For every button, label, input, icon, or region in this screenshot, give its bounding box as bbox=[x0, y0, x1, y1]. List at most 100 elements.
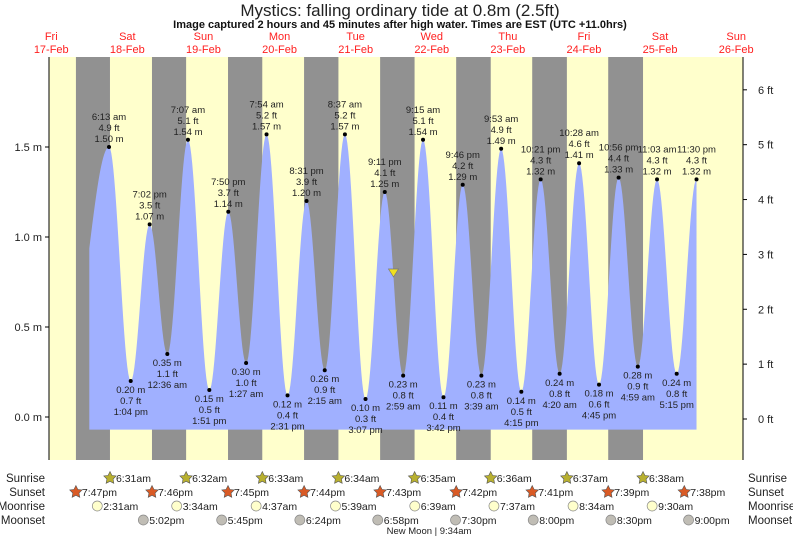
moonrise-time: 8:34am bbox=[579, 501, 614, 513]
low-tide-time: 4:20 am bbox=[542, 400, 576, 411]
sunset-star-icon bbox=[677, 484, 692, 498]
low-tide-time: 12:36 am bbox=[147, 380, 187, 391]
high-tide-m: 1.41 m bbox=[565, 150, 594, 161]
day-label-date: 24-Feb bbox=[567, 44, 602, 56]
day-label-date: 26-Feb bbox=[719, 44, 754, 56]
high-tide-point bbox=[147, 222, 152, 227]
high-tide-ft: 3.9 ft bbox=[296, 177, 317, 188]
low-tide-point bbox=[363, 397, 368, 401]
day-label-dow: Sun bbox=[726, 31, 746, 43]
moonset-row-label-right: Moonset bbox=[748, 515, 793, 527]
sunrise-star-icon bbox=[179, 470, 193, 484]
high-tide-time: 6:13 am bbox=[92, 112, 126, 123]
moonrise-moon-icon bbox=[488, 500, 500, 512]
high-tide-m: 1.50 m bbox=[94, 134, 123, 145]
moonrise-time: 7:37am bbox=[500, 501, 535, 513]
high-tide-ft: 5.1 ft bbox=[177, 116, 198, 127]
sunset-row-label-right: Sunset bbox=[748, 487, 785, 499]
high-tide-ft: 4.2 ft bbox=[452, 161, 473, 172]
day-label-dow: Sat bbox=[652, 31, 669, 43]
day-label-date: 18-Feb bbox=[110, 44, 145, 56]
moonrise-moon-icon bbox=[646, 500, 658, 512]
tide-fill bbox=[89, 134, 697, 430]
high-tide-time: 11:03 am bbox=[638, 144, 677, 155]
high-tide-m: 1.29 m bbox=[448, 172, 477, 183]
moonset-moon-icon bbox=[137, 514, 149, 526]
sunset-star-icon bbox=[525, 484, 540, 498]
low-tide-ft: 0.3 ft bbox=[355, 414, 376, 425]
high-tide-time: 7:07 am bbox=[171, 105, 205, 116]
high-tide-m: 1.57 m bbox=[330, 121, 359, 132]
day-label-dow: Sun bbox=[194, 31, 214, 43]
moonrise-moon-icon bbox=[567, 500, 579, 512]
low-tide-point bbox=[244, 361, 249, 365]
low-tide-point bbox=[519, 389, 524, 394]
day-label-dow: Fri bbox=[578, 31, 591, 43]
high-tide-ft: 4.1 ft bbox=[374, 168, 395, 179]
high-tide-ft: 4.9 ft bbox=[98, 123, 119, 134]
low-tide-m: 0.26 m bbox=[310, 374, 339, 385]
high-tide-ft: 4.6 ft bbox=[569, 139, 590, 150]
sunrise-row-label-left: Sunrise bbox=[6, 473, 45, 485]
moonrise-time: 9:30am bbox=[658, 501, 693, 513]
moonrise-moon-icon bbox=[91, 500, 103, 512]
low-tide-m: 0.23 m bbox=[389, 380, 418, 391]
low-tide-m: 0.30 m bbox=[232, 367, 261, 378]
low-tide-m: 0.20 m bbox=[116, 385, 145, 396]
day-label-date: 21-Feb bbox=[338, 44, 373, 56]
low-tide-ft: 1.1 ft bbox=[157, 369, 178, 380]
low-tide-point bbox=[479, 373, 484, 378]
high-tide-m: 1.54 m bbox=[173, 127, 202, 138]
sunrise-time: 6:38am bbox=[649, 473, 684, 485]
low-tide-point bbox=[165, 352, 170, 356]
high-tide-ft: 4.4 ft bbox=[608, 154, 629, 165]
low-tide-ft: 1.0 ft bbox=[236, 378, 257, 389]
low-tide-point bbox=[128, 379, 133, 383]
moonset-time: 6:58pm bbox=[384, 515, 419, 527]
low-tide-ft: 0.9 ft bbox=[314, 385, 335, 396]
high-tide-ft: 5.1 ft bbox=[412, 116, 433, 127]
sunrise-time: 6:37am bbox=[573, 473, 608, 485]
low-tide-point bbox=[401, 373, 406, 378]
moonrise-time: 3:34am bbox=[183, 501, 218, 513]
sunrise-time: 6:33am bbox=[268, 473, 303, 485]
low-tide-ft: 0.5 ft bbox=[511, 407, 532, 418]
high-tide-m: 1.32 m bbox=[682, 166, 711, 177]
day-label-date: 17-Feb bbox=[34, 44, 69, 56]
high-tide-time: 7:54 am bbox=[249, 99, 283, 110]
low-tide-m: 0.18 m bbox=[584, 389, 613, 400]
day-label-dow: Sat bbox=[119, 31, 136, 43]
moonset-time: 6:24pm bbox=[306, 515, 341, 527]
sunrise-star-icon bbox=[483, 470, 498, 484]
high-tide-m: 1.57 m bbox=[252, 121, 281, 132]
sunset-star-icon bbox=[221, 484, 235, 498]
high-tide-time: 7:50 pm bbox=[211, 177, 245, 188]
high-tide-time: 8:31 pm bbox=[289, 166, 323, 177]
low-tide-time: 2:31 pm bbox=[270, 421, 304, 432]
high-tide-point bbox=[694, 177, 699, 182]
high-tide-time: 11:30 pm bbox=[677, 144, 716, 155]
moonrise-time: 6:39am bbox=[421, 501, 456, 513]
day-label-dow: Fri bbox=[45, 31, 58, 43]
low-tide-ft: 0.9 ft bbox=[627, 382, 648, 393]
tide-area bbox=[89, 134, 697, 430]
sunset-time: 7:43pm bbox=[386, 487, 421, 499]
high-tide-point bbox=[304, 199, 309, 203]
sunrise-time: 6:31am bbox=[116, 473, 151, 485]
high-tide-ft: 3.5 ft bbox=[139, 200, 160, 211]
moonrise-row-label-left: Moonrise bbox=[0, 501, 45, 513]
chart-subtitle: Image captured 2 hours and 45 minutes af… bbox=[173, 19, 627, 31]
astro-rows: Sunrise Sunrise 6:31am 6:32am 6:33am 6:34am 6:… bbox=[0, 470, 793, 537]
high-tide-m: 1.25 m bbox=[370, 179, 399, 190]
sunset-time: 7:42pm bbox=[462, 487, 497, 499]
low-tide-time: 4:59 am bbox=[621, 393, 655, 404]
high-tide-time: 9:11 pm bbox=[368, 157, 402, 168]
moonrise-moon-icon bbox=[250, 500, 262, 512]
low-tide-time: 1:04 pm bbox=[114, 407, 148, 418]
day-label-dow: Wed bbox=[421, 31, 443, 43]
day-label-date: 22-Feb bbox=[414, 44, 449, 56]
sunset-row-label-left: Sunset bbox=[9, 487, 46, 499]
high-tide-m: 1.32 m bbox=[526, 166, 555, 177]
sunset-star-icon bbox=[601, 484, 616, 498]
